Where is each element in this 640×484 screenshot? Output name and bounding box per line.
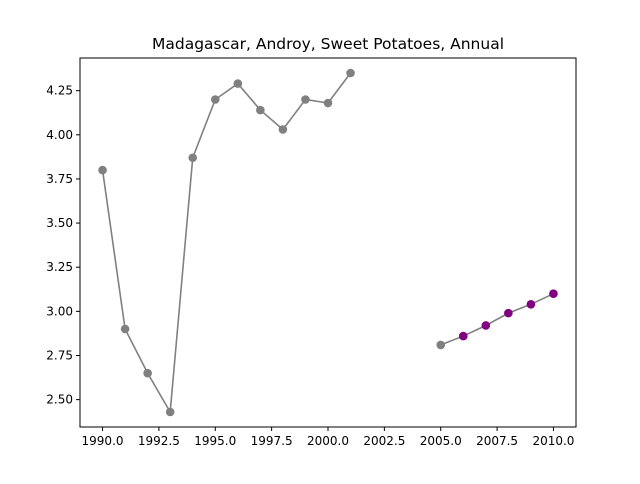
y-tick-label: 4.00 [46, 128, 73, 142]
y-tick-label: 3.75 [46, 172, 73, 186]
data-point [256, 105, 265, 115]
x-tick-label: 2000.0 [307, 434, 349, 448]
highlighted-data-point [481, 321, 491, 330]
highlighted-data-point [504, 308, 513, 318]
x-tick-label: 1997.5 [251, 434, 293, 448]
y-tick-label: 2.50 [46, 393, 73, 407]
x-tick-label: 2005.0 [420, 434, 462, 448]
x-tick-label: 2002.5 [363, 434, 405, 448]
x-tick-label: 1990.0 [82, 434, 124, 448]
axes: 1990.0 1992.5 1995.0 1997.5 2000.0 2002.5 2005… [46, 57, 577, 448]
chart-title: Madagascar, Androy, Sweet Potatoes, Annu… [152, 35, 504, 53]
data-point [301, 95, 310, 104]
highlighted-data-point [458, 331, 468, 341]
y-tick-label: 2.75 [46, 348, 73, 362]
data-point [323, 98, 333, 108]
data-point [188, 153, 198, 163]
data-point [143, 368, 152, 378]
highlighted-data-point [526, 299, 536, 309]
y-tick-label: 3.25 [46, 260, 73, 274]
x-tick-label: 1995.0 [194, 434, 236, 448]
data-point [436, 340, 446, 350]
data-point [210, 95, 220, 104]
series-layer [98, 68, 558, 417]
x-tick-label: 2010.0 [532, 434, 574, 448]
data-point [278, 125, 288, 134]
data-point [165, 407, 175, 417]
highlighted-data-point [549, 289, 558, 299]
y-tick-label: 3.50 [46, 216, 73, 230]
y-tick-label: 4.25 [46, 84, 73, 98]
data-point [346, 68, 355, 78]
x-tick-label: 2007.5 [476, 434, 518, 448]
data-point [98, 165, 107, 175]
x-tick-label: 1992.5 [138, 434, 180, 448]
data-point [120, 324, 130, 334]
data-point [233, 79, 243, 88]
y-tick-label: 3.00 [46, 304, 73, 318]
